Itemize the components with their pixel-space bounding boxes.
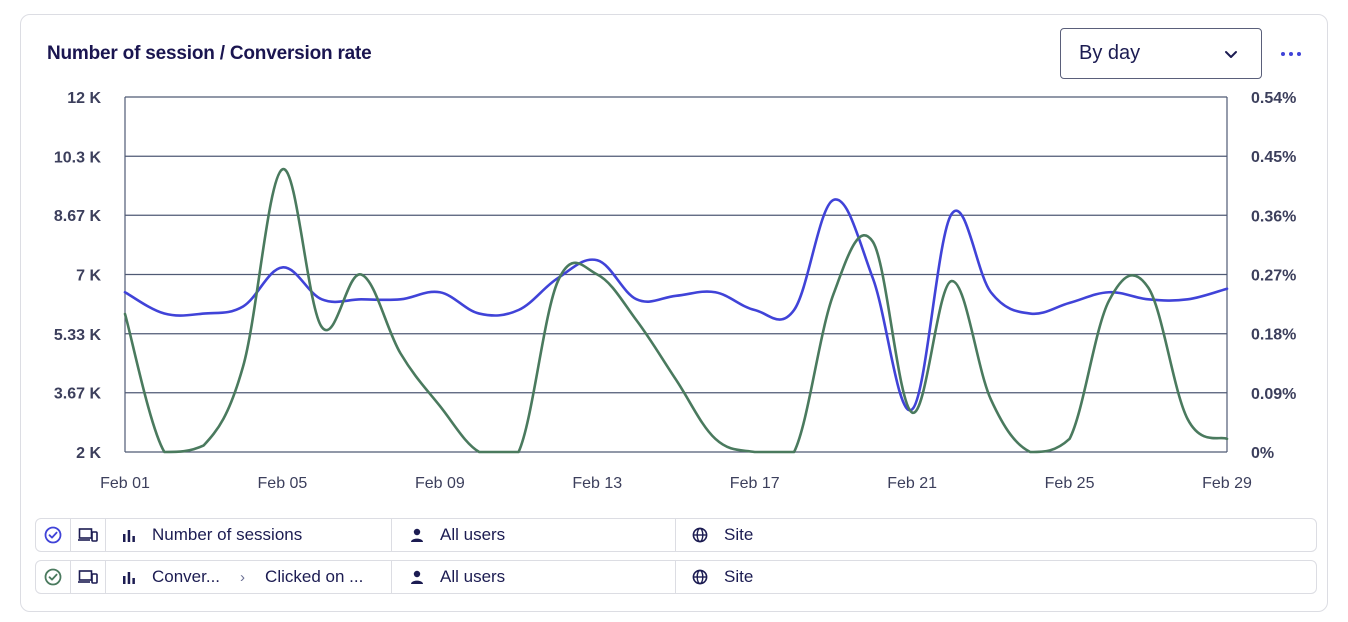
legend-metric-sub-label: Clicked on ... bbox=[265, 567, 364, 586]
globe-icon bbox=[692, 527, 708, 543]
legend-check-cell[interactable] bbox=[36, 519, 71, 551]
y-left-tick-label: 10.3 K bbox=[54, 149, 102, 166]
legend-device-cell[interactable] bbox=[71, 519, 106, 551]
granularity-select[interactable]: By day bbox=[1060, 28, 1262, 79]
legend-site-label: Site bbox=[724, 567, 754, 586]
legend-metric-cell[interactable]: Number of sessions bbox=[106, 519, 392, 551]
y-right-tick-label: 0.27% bbox=[1251, 268, 1296, 285]
legend-users-cell[interactable]: All users bbox=[392, 561, 676, 593]
x-tick-label: Feb 29 bbox=[1202, 475, 1252, 492]
y-right-tick-label: 0.09% bbox=[1251, 386, 1296, 403]
globe-icon bbox=[692, 569, 708, 585]
legend-users-cell[interactable]: All users bbox=[392, 519, 676, 551]
circle-check-icon[interactable] bbox=[44, 568, 62, 586]
legend-site-cell[interactable]: Site bbox=[676, 561, 1316, 593]
y-left-tick-label: 7 K bbox=[76, 268, 101, 285]
legend-site-label: Site bbox=[724, 525, 754, 544]
legend-device-cell[interactable] bbox=[71, 561, 106, 593]
legend-metric-cell[interactable]: Conver... › Clicked on ... bbox=[106, 561, 392, 593]
line-chart: 2 K 3.67 K 5.33 K 7 K 8.67 K 10.3 K 12 K 0% 0.09… bbox=[54, 90, 1297, 492]
x-tick-label: Feb 21 bbox=[887, 475, 937, 492]
y-right-tick-label: 0% bbox=[1251, 445, 1274, 462]
more-horizontal-icon[interactable] bbox=[1278, 41, 1304, 67]
bar-chart-icon bbox=[123, 572, 135, 584]
user-icon bbox=[411, 570, 423, 584]
chevron-down-icon bbox=[1225, 51, 1237, 58]
y-right-tick-label: 0.54% bbox=[1251, 90, 1296, 107]
legend-row-sessions[interactable]: Number of sessions All users Site bbox=[35, 518, 1317, 552]
x-tick-label: Feb 09 bbox=[415, 475, 465, 492]
devices-icon bbox=[78, 570, 98, 584]
circle-check-icon[interactable] bbox=[44, 526, 62, 544]
devices-icon bbox=[78, 528, 98, 542]
conversion-rate-series-line bbox=[123, 167, 1229, 454]
chevron-right-icon: › bbox=[240, 568, 246, 586]
sessions-series-line bbox=[123, 198, 1229, 412]
granularity-select-value: By day bbox=[1079, 42, 1141, 64]
x-tick-label: Feb 13 bbox=[572, 475, 622, 492]
legend-site-cell[interactable]: Site bbox=[676, 519, 1316, 551]
y-left-tick-label: 2 K bbox=[76, 445, 101, 462]
x-tick-label: Feb 05 bbox=[258, 475, 308, 492]
user-icon bbox=[411, 528, 423, 542]
legend-metric-label: Number of sessions bbox=[152, 525, 303, 544]
x-tick-label: Feb 01 bbox=[100, 475, 150, 492]
legend-check-cell[interactable] bbox=[36, 561, 71, 593]
legend-metric-label: Conver... bbox=[152, 567, 221, 586]
bar-chart-icon bbox=[123, 530, 135, 542]
chart-title: Number of session / Conversion rate bbox=[47, 43, 372, 64]
legend-row-conversion[interactable]: Conver... › Clicked on ... All users Sit… bbox=[35, 560, 1317, 594]
y-left-tick-label: 5.33 K bbox=[54, 327, 102, 344]
chart-card: Number of session / Conversion rate By d… bbox=[20, 14, 1328, 612]
y-right-tick-label: 0.45% bbox=[1251, 149, 1296, 166]
y-left-tick-label: 12 K bbox=[67, 90, 101, 107]
y-right-tick-label: 0.36% bbox=[1251, 208, 1296, 225]
y-right-tick-label: 0.18% bbox=[1251, 327, 1296, 344]
x-tick-label: Feb 25 bbox=[1045, 475, 1095, 492]
x-tick-label: Feb 17 bbox=[730, 475, 780, 492]
legend-users-label: All users bbox=[440, 525, 506, 544]
y-left-tick-label: 8.67 K bbox=[54, 208, 102, 225]
y-left-tick-label: 3.67 K bbox=[54, 386, 102, 403]
legend-users-label: All users bbox=[440, 567, 506, 586]
